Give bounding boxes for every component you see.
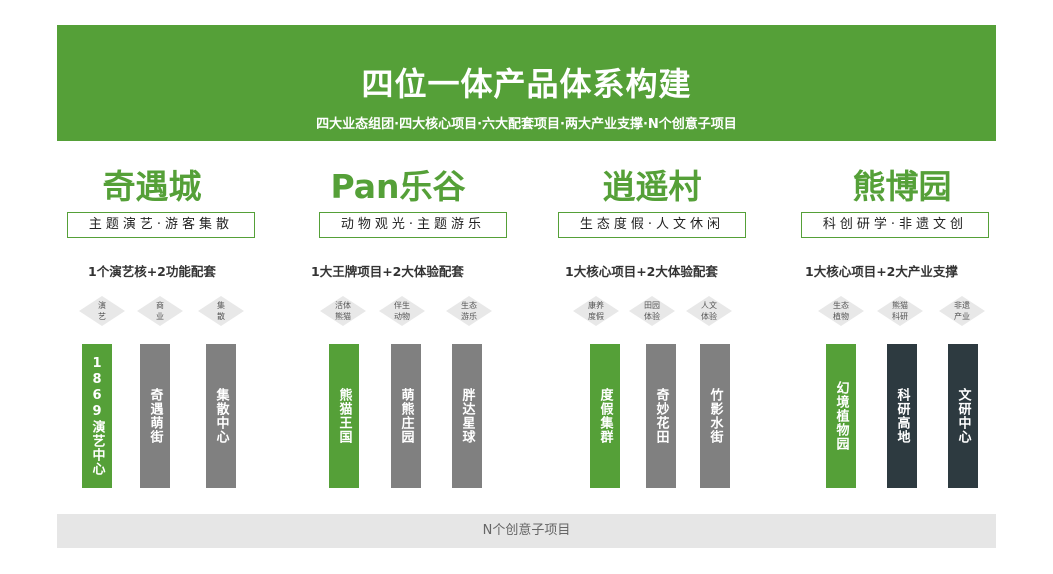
column-subtitle: 1大核心项目+2大体验配套 [565, 264, 718, 279]
project-label: 奇遇萌街 [147, 388, 163, 444]
diamond-item: 集 散 [198, 296, 244, 326]
project-bar: 文研中心 [948, 344, 978, 488]
diamond-item: 生态 游乐 [446, 296, 492, 326]
diamond-item: 演 艺 [79, 296, 125, 326]
project-label: 度假集群 [597, 388, 613, 444]
column-tag: 动物观光·主题游乐 [319, 212, 507, 238]
project-label: 科研高地 [894, 388, 910, 444]
diamond-item: 生态 植物 [818, 296, 864, 326]
diamond-item: 熊猫 科研 [877, 296, 923, 326]
column-subtitle: 1个演艺核+2功能配套 [88, 264, 216, 279]
diamond-item: 伴生 动物 [379, 296, 425, 326]
page-subtitle: 四大业态组团·四大核心项目·六大配套项目·两大产业支撑·N个创意子项目 [316, 117, 737, 132]
project-bar: 度假集群 [590, 344, 620, 488]
page-title: 四位一体产品体系构建 [361, 65, 692, 103]
column-title: 熊博园 [852, 167, 952, 206]
project-label: 文研中心 [955, 388, 971, 444]
column-title: 逍遥村 [602, 167, 702, 206]
project-label: 萌熊庄园 [398, 388, 414, 444]
column-tag: 科创研学·非遗文创 [801, 212, 989, 238]
diamond-label: 伴生 动物 [394, 301, 410, 321]
diamond-item: 康养 度假 [573, 296, 619, 326]
project-label: 幻境植物园 [833, 381, 849, 451]
diamond-label: 人文 体验 [701, 301, 717, 321]
project-bar: 奇遇萌街 [140, 344, 170, 488]
diamond-label: 生态 游乐 [461, 301, 477, 321]
project-bar: 熊猫王国 [329, 344, 359, 488]
project-bar: 奇妙花田 [646, 344, 676, 488]
diamond-label: 集 散 [217, 301, 225, 321]
footer-bar: N个创意子项目 [57, 514, 996, 548]
diamond-label: 非遗 产业 [954, 301, 970, 321]
project-label: 胖达星球 [459, 388, 475, 444]
diamond-label: 田园 体验 [644, 301, 660, 321]
diamond-label: 活体 熊猫 [335, 301, 351, 321]
header-banner: 四位一体产品体系构建 四大业态组团·四大核心项目·六大配套项目·两大产业支撑·N… [57, 25, 996, 141]
diamond-label: 康养 度假 [588, 301, 604, 321]
column-subtitle: 1大王牌项目+2大体验配套 [311, 264, 464, 279]
column-tag: 生态度假·人文休闲 [558, 212, 746, 238]
project-bar: 胖达星球 [452, 344, 482, 488]
project-bar: 萌熊庄园 [391, 344, 421, 488]
project-bar: 集散中心 [206, 344, 236, 488]
project-bar: 竹影水街 [700, 344, 730, 488]
diamond-label: 演 艺 [98, 301, 106, 321]
diamond-item: 活体 熊猫 [320, 296, 366, 326]
project-label: 竹影水街 [707, 388, 723, 444]
column-title: 奇遇城 [102, 167, 202, 206]
diamond-label: 生态 植物 [833, 301, 849, 321]
project-label: 奇妙花田 [653, 388, 669, 444]
diamond-label: 商 业 [156, 301, 164, 321]
diamond-item: 商 业 [137, 296, 183, 326]
column-subtitle: 1大核心项目+2大产业支撑 [805, 264, 958, 279]
project-label: 熊猫王国 [336, 388, 352, 444]
column-title: Pan乐谷 [330, 167, 466, 206]
project-label: 1869演艺中心 [89, 356, 105, 476]
project-bar: 幻境植物园 [826, 344, 856, 488]
diamond-item: 田园 体验 [629, 296, 675, 326]
column-tag: 主题演艺·游客集散 [67, 212, 255, 238]
diamond-item: 非遗 产业 [939, 296, 985, 326]
diamond-item: 人文 体验 [686, 296, 732, 326]
project-bar: 科研高地 [887, 344, 917, 488]
diamond-label: 熊猫 科研 [892, 301, 908, 321]
project-label: 集散中心 [213, 388, 229, 444]
project-bar: 1869演艺中心 [82, 344, 112, 488]
